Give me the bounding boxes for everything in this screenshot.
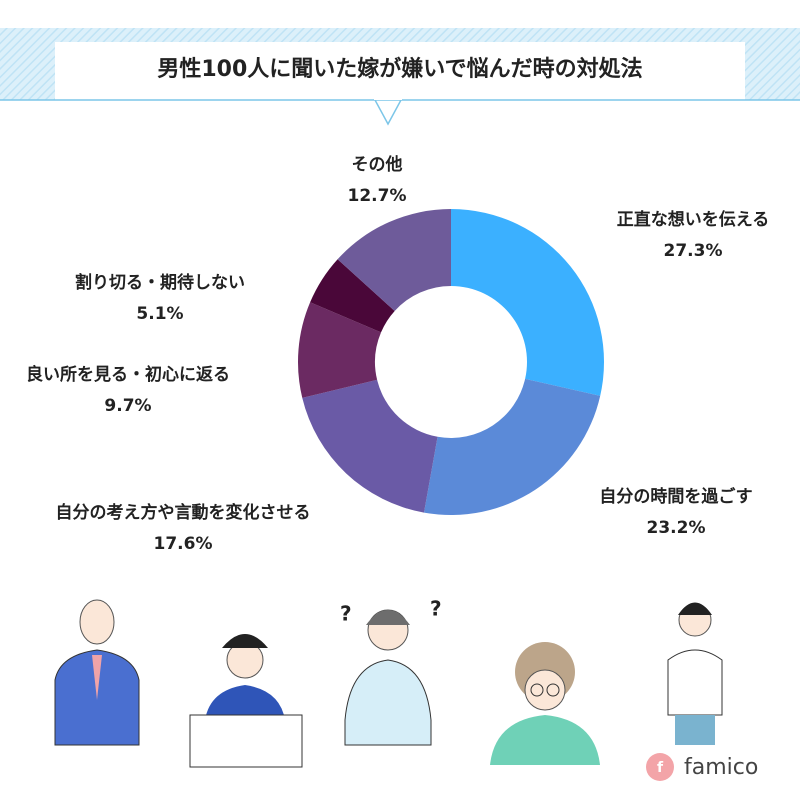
value-label: 23.2% bbox=[647, 518, 706, 538]
person-suit bbox=[54, 599, 140, 746]
slice-label: 自分の時間を過ごす bbox=[599, 486, 752, 507]
notch-cover bbox=[374, 97, 402, 100]
slice bbox=[297, 302, 382, 398]
slice bbox=[451, 209, 605, 396]
slice bbox=[423, 378, 601, 516]
illustrations: ? ? bbox=[54, 597, 723, 768]
question-mark: ? bbox=[340, 602, 352, 626]
brand-name: famico bbox=[684, 755, 758, 780]
person-sweater bbox=[667, 602, 723, 745]
person-question: ? ? bbox=[340, 597, 442, 746]
slice bbox=[337, 209, 451, 311]
slice-label: 正直な想いを伝える bbox=[617, 209, 770, 230]
question-mark: ? bbox=[430, 597, 442, 621]
slice-label: その他 bbox=[352, 154, 403, 175]
donut-chart: 正直な想いを伝える 27.3% 自分の時間を過ごす 23.2% 自分の考え方や言動を変化… bbox=[26, 154, 769, 554]
value-label: 17.6% bbox=[154, 534, 213, 554]
value-label: 9.7% bbox=[104, 396, 151, 416]
person-glasses bbox=[490, 642, 600, 765]
slice-label: 自分の考え方や言動を変化させる bbox=[56, 502, 311, 523]
chart-title: 男性100人に聞いた嫁が嫌いで悩んだ時の対処法 bbox=[157, 56, 642, 82]
person-sign bbox=[189, 634, 303, 768]
slice-label: 良い所を見る・初心に返る bbox=[26, 364, 230, 385]
header-box bbox=[55, 42, 745, 100]
value-label: 5.1% bbox=[136, 304, 183, 324]
slice bbox=[310, 259, 395, 333]
slice-label: 割り切る・期待しない bbox=[75, 272, 245, 293]
brand-icon bbox=[646, 753, 674, 781]
slice bbox=[302, 379, 438, 513]
header-notch bbox=[373, 99, 403, 126]
value-label: 27.3% bbox=[664, 241, 723, 261]
value-label: 12.7% bbox=[348, 186, 407, 206]
brand-icon-letter: f bbox=[657, 760, 664, 776]
